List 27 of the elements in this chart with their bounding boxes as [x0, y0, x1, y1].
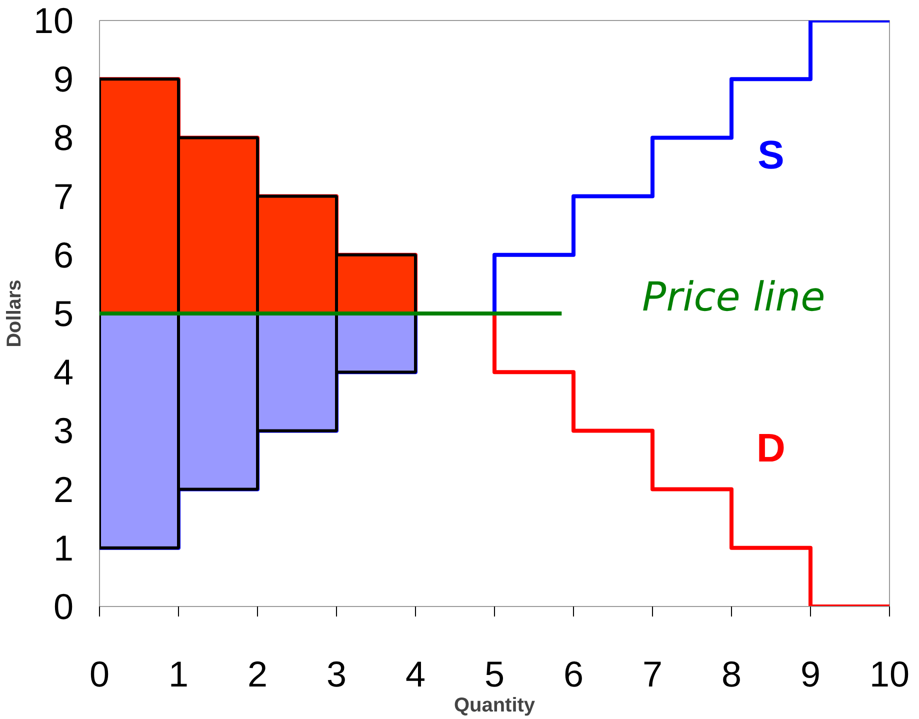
y-tick-label: 1 [53, 527, 74, 568]
x-tick-label: 5 [484, 654, 505, 694]
x-tick-label: 9 [800, 654, 821, 694]
x-tick-label: 2 [247, 654, 268, 694]
x-tick-label: 4 [405, 654, 426, 694]
y-tick-label: 9 [53, 58, 74, 100]
series-label: S [758, 133, 784, 178]
series-label: D [756, 426, 786, 470]
y-tick-label: 8 [53, 117, 74, 158]
y-tick-label: 6 [53, 234, 74, 276]
x-tick-label: 6 [563, 654, 584, 694]
annotation: Price line [642, 274, 826, 320]
x-tick-label: 1 [168, 654, 189, 694]
x-tick-label: 7 [642, 654, 663, 694]
x-tick-label: 10 [869, 654, 910, 694]
x-tick-label: 8 [721, 654, 742, 694]
y-axis-title: Dollars [3, 280, 26, 348]
x-tick-label: 0 [89, 654, 110, 694]
y-tick-label: 4 [53, 352, 74, 393]
y-tick-label: 5 [53, 293, 74, 334]
x-tick-label: 3 [326, 654, 347, 694]
y-tick-label: 0 [53, 586, 74, 627]
x-axis-title: Quantity [454, 694, 536, 716]
y-tick-label: 7 [53, 176, 74, 217]
y-tick-label: 2 [53, 468, 74, 510]
y-tick-label: 10 [33, 0, 74, 41]
y-tick-label: 3 [53, 410, 74, 452]
